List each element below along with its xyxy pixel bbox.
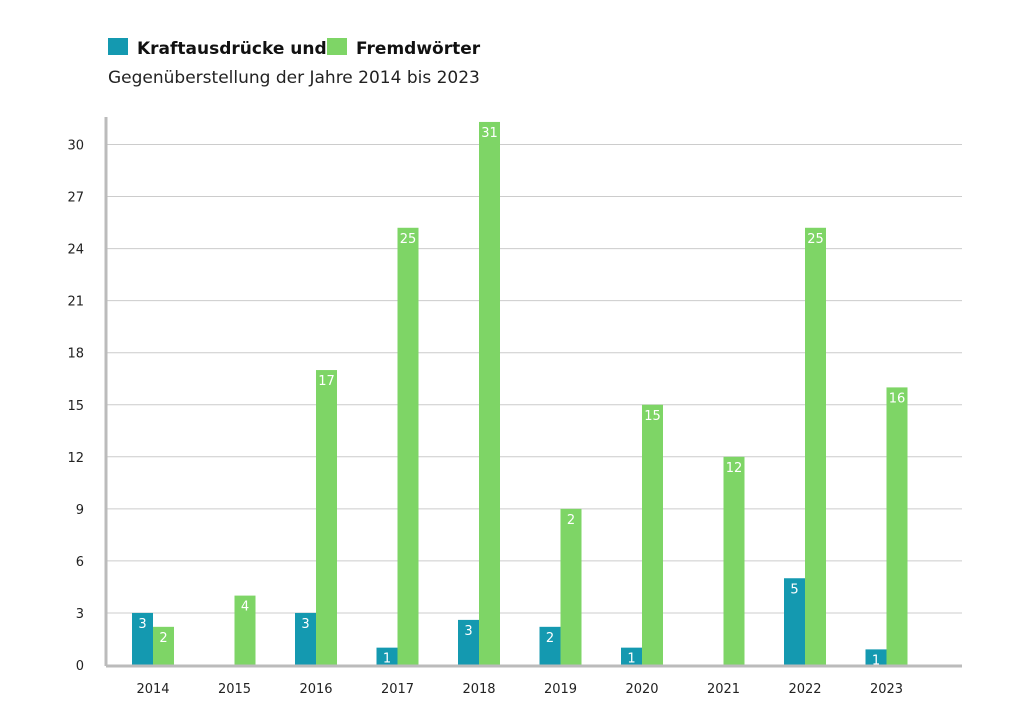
data-label: 15 — [644, 409, 661, 424]
bar-fremdwoerter-2017 — [397, 227, 419, 665]
bar-kraftausdruecke-2018 — [458, 619, 479, 665]
x-tick-label: 2019 — [544, 682, 577, 697]
x-tick-label: 2017 — [381, 682, 414, 697]
y-tick-label: 3 — [76, 607, 84, 622]
bar-kraftausdruecke-2016 — [295, 612, 316, 665]
y-tick-label: 24 — [67, 243, 84, 258]
legend-label-kraftausdruecke: Kraftausdrücke und — [137, 39, 327, 59]
bar-fremdwoerter-2023 — [886, 387, 908, 665]
bar-fremdwoerter-2019 — [560, 508, 582, 665]
data-label: 3 — [138, 617, 146, 632]
data-label: 4 — [241, 600, 249, 615]
chart-subtitle: Gegenüberstellung der Jahre 2014 bis 202… — [108, 68, 480, 88]
bar-fremdwoerter-2021 — [723, 456, 745, 665]
bar-kraftausdruecke-2014 — [132, 612, 153, 665]
y-tick-label: 27 — [67, 191, 84, 206]
data-label: 1 — [383, 652, 391, 667]
x-tick-label: 2022 — [788, 682, 821, 697]
bar-kraftausdruecke-2022 — [784, 578, 805, 665]
y-tick-label: 9 — [76, 503, 84, 518]
data-label: 2 — [567, 513, 575, 528]
y-tick-label: 12 — [67, 451, 84, 466]
y-tick-label: 21 — [67, 295, 84, 310]
data-label: 31 — [481, 126, 498, 141]
data-label: 5 — [790, 582, 798, 597]
y-tick-label: 15 — [67, 399, 84, 414]
data-label: 1 — [872, 653, 880, 668]
bar-kraftausdruecke-2019 — [539, 626, 561, 665]
bar-fremdwoerter-2022 — [805, 227, 826, 665]
legend-swatch-fremdwoerter — [327, 38, 347, 55]
x-tick-label: 2016 — [299, 682, 332, 697]
y-tick-label: 0 — [76, 659, 84, 674]
bar-fremdwoerter-2016 — [316, 370, 337, 665]
legend-swatch-kraftausdruecke — [108, 38, 128, 55]
bar-fremdwoerter-2014 — [153, 626, 174, 665]
legend: Kraftausdrücke und Fremdwörter — [108, 38, 481, 59]
legend-label-fremdwoerter: Fremdwörter — [356, 39, 481, 59]
bar-fremdwoerter-2020 — [642, 404, 663, 665]
bar-kraftausdruecke-2017 — [376, 647, 398, 665]
x-tick-label: 2023 — [870, 682, 903, 697]
bar-fremdwoerter-2018 — [479, 121, 500, 665]
data-label: 16 — [889, 391, 906, 406]
y-tick-label: 18 — [67, 347, 84, 362]
data-label: 25 — [807, 232, 824, 247]
bars — [132, 121, 908, 665]
x-tick-label: 2021 — [707, 682, 740, 697]
data-label: 1 — [627, 652, 635, 667]
data-label: 12 — [726, 461, 743, 476]
x-tick-label: 2014 — [136, 682, 169, 697]
data-label: 2 — [546, 631, 554, 646]
x-tick-label: 2018 — [462, 682, 495, 697]
bar-kraftausdruecke-2023 — [865, 649, 887, 665]
x-tick-label: 2020 — [625, 682, 658, 697]
data-label: 3 — [464, 624, 472, 639]
data-label: 25 — [400, 232, 417, 247]
y-tick-label: 30 — [67, 139, 84, 154]
data-label: 3 — [301, 617, 309, 632]
data-label: 2 — [159, 631, 167, 646]
bar-kraftausdruecke-2020 — [621, 647, 642, 665]
data-label: 17 — [318, 374, 335, 389]
gridlines — [106, 144, 962, 614]
bar-fremdwoerter-2015 — [234, 595, 256, 665]
x-tick-label: 2015 — [218, 682, 251, 697]
y-tick-label: 6 — [76, 555, 84, 570]
